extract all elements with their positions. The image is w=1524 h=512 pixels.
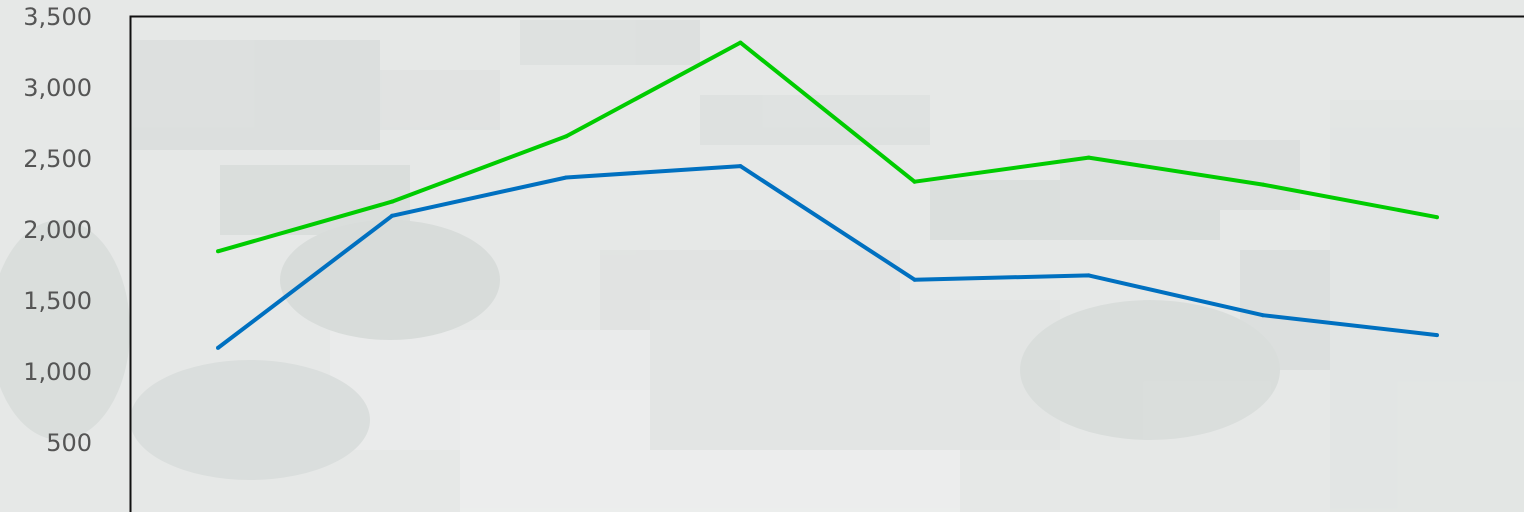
series-1-point <box>1260 182 1265 187</box>
series-line-1 <box>217 40 1438 254</box>
series-2-point <box>390 213 395 218</box>
y-tick-label: 1,500 <box>23 287 92 315</box>
series-2-point <box>564 175 569 180</box>
series-2-point <box>1260 313 1265 318</box>
y-tick-label: 2,500 <box>23 145 92 173</box>
y-tick-label: 3,000 <box>23 74 92 102</box>
series-1-point <box>912 179 917 184</box>
series-1-point <box>1086 155 1091 160</box>
y-tick-label: 2,000 <box>23 216 92 244</box>
y-tick-label: 1,000 <box>23 358 92 386</box>
series-1-point <box>564 134 569 139</box>
series-2-point <box>1435 333 1439 338</box>
y-tick-label: 3,500 <box>23 3 92 31</box>
series-1-point <box>738 40 743 45</box>
series-line-2 <box>216 164 1438 350</box>
y-axis-tick-labels: 500 1,000 1,500 2,000 2,500 3,000 3,500 <box>23 3 92 457</box>
series-2-point <box>1086 273 1091 278</box>
series-2-point <box>216 345 220 350</box>
series-lines <box>216 40 1439 350</box>
y-tick-label: 500 <box>46 429 92 457</box>
plot-area-frame <box>129 15 1524 512</box>
series-2-point <box>738 164 743 169</box>
series-2-point <box>912 277 917 282</box>
series-1-point <box>1435 215 1439 220</box>
series-1-point <box>390 199 395 204</box>
series-1-point <box>216 249 220 254</box>
